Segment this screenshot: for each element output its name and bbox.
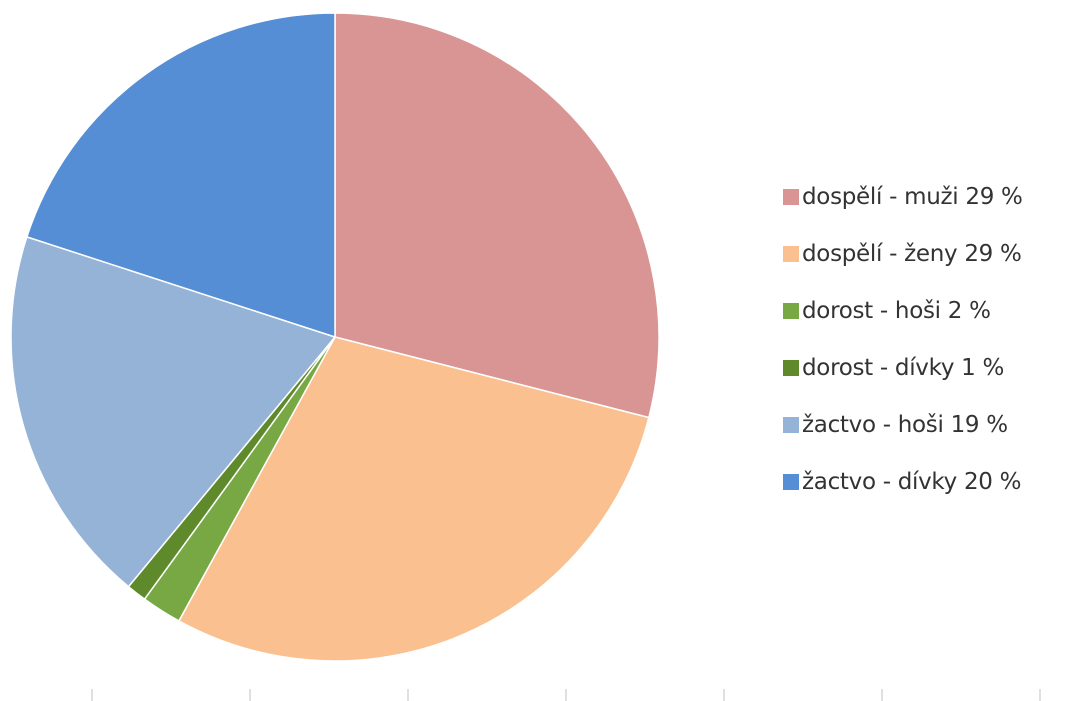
legend-item-dorost-hosi: dorost - hoši 2 %: [783, 282, 1068, 339]
legend-swatch: [783, 473, 799, 490]
legend-item-dorost-divky: dorost - dívky 1 %: [783, 339, 1068, 396]
legend-label: žactvo - dívky 20 %: [802, 468, 1022, 495]
legend-label: žactvo - hoši 19 %: [802, 411, 1008, 438]
legend-item-dospeli-muzi: dospělí - muži 29 %: [783, 168, 1068, 225]
legend-swatch: [783, 416, 799, 433]
pie-slice-5: [25, 12, 336, 339]
legend-swatch: [783, 245, 799, 262]
legend-item-dospeli-zeny: dospělí - ženy 29 %: [783, 225, 1068, 282]
pie-slice-1: [177, 336, 650, 662]
pie-slice-0: [334, 12, 660, 419]
legend-item-zactvo-divky: žactvo - dívky 20 %: [783, 453, 1068, 510]
legend-label: dorost - dívky 1 %: [802, 354, 1005, 381]
legend-item-zactvo-hosi: žactvo - hoši 19 %: [783, 396, 1068, 453]
pie-slice-4: [10, 235, 337, 588]
legend-swatch: [783, 302, 799, 319]
legend-swatch: [783, 359, 799, 376]
legend-swatch: [783, 188, 799, 205]
legend-label: dorost - hoši 2 %: [802, 297, 991, 324]
legend-label: dospělí - muži 29 %: [802, 183, 1023, 210]
legend-label: dospělí - ženy 29 %: [802, 240, 1022, 267]
legend: dospělí - muži 29 % dospělí - ženy 29 % …: [783, 168, 1068, 510]
